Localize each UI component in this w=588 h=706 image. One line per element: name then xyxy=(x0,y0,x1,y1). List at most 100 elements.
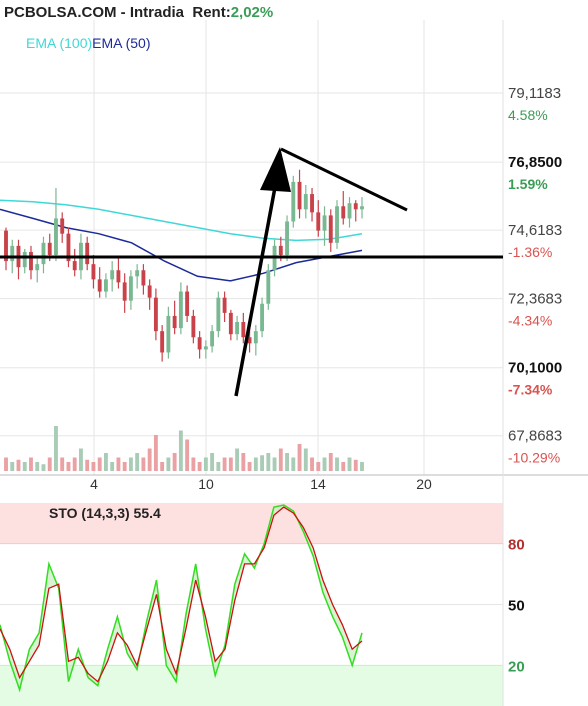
candle xyxy=(22,248,27,274)
candle xyxy=(97,267,102,298)
candle xyxy=(353,200,358,222)
candle xyxy=(235,315,240,341)
candle xyxy=(147,279,152,310)
resistance-trendline xyxy=(280,147,408,212)
volume-bar xyxy=(360,462,364,471)
volume-bar xyxy=(241,453,246,471)
volume-bar xyxy=(72,457,77,471)
candle xyxy=(216,291,221,338)
volume-bar xyxy=(35,462,40,471)
candle xyxy=(191,309,196,344)
volume-bar xyxy=(66,462,71,471)
candle xyxy=(291,175,296,228)
volume-bar xyxy=(22,462,27,471)
candle xyxy=(197,331,202,359)
volume-bar xyxy=(16,459,21,471)
volume-bar xyxy=(147,448,152,471)
change-tick: 4.58% xyxy=(508,107,548,123)
ema-legend: EMA (100)EMA (50) xyxy=(26,35,151,51)
volume-bar xyxy=(260,455,265,471)
candle xyxy=(85,236,90,271)
volume-bar xyxy=(185,439,190,471)
volume-bar xyxy=(103,453,108,471)
axis-labels: 79,1183 4.58% 76,8500 1.59% 74,6183 -1.36% 72,… xyxy=(90,85,562,492)
volume-bar xyxy=(210,453,215,471)
volume-bar xyxy=(247,462,252,471)
change-tick: -10.29% xyxy=(508,450,560,466)
volume-bar xyxy=(85,459,90,471)
price-tick: 76,8500 xyxy=(508,154,562,171)
candle xyxy=(54,187,58,262)
candle xyxy=(16,239,21,280)
breakout-arrow-shaft xyxy=(234,181,278,397)
candle xyxy=(303,184,308,219)
volume-bar xyxy=(316,462,321,471)
volume-bar xyxy=(216,462,221,471)
candle xyxy=(310,187,314,222)
candle xyxy=(360,197,364,219)
price-tick: 67,8683 xyxy=(508,428,562,445)
volume-bar xyxy=(291,457,296,471)
candlesticks xyxy=(4,169,364,362)
volume-bar xyxy=(47,457,52,471)
sto-tick-label: 50 xyxy=(508,598,525,615)
sto-tick-label: 20 xyxy=(508,658,525,675)
oversold-zone xyxy=(0,665,503,706)
volume-bar xyxy=(60,457,65,471)
candle xyxy=(91,255,96,289)
change-tick: -1.36% xyxy=(508,244,552,260)
candle xyxy=(328,209,333,252)
volume-bar xyxy=(91,462,96,471)
candle xyxy=(72,248,77,277)
price-tick: 70,1000 xyxy=(508,360,562,377)
candle xyxy=(29,245,33,280)
site-name: PCBOLSA.COM xyxy=(4,4,117,21)
volume-bar xyxy=(235,448,240,471)
x-tick-label: 4 xyxy=(90,476,98,492)
change-tick: -7.34% xyxy=(508,382,553,398)
x-tick-label: 14 xyxy=(310,476,326,492)
sto-d-line xyxy=(0,506,363,683)
volume-bar xyxy=(310,457,314,471)
volume-bar xyxy=(335,457,339,471)
candle xyxy=(203,340,208,359)
candle xyxy=(222,291,227,323)
volume-bar xyxy=(272,457,277,471)
volume-bar xyxy=(253,457,258,471)
volume-bar xyxy=(347,457,352,471)
candle xyxy=(341,191,346,225)
candle xyxy=(347,197,352,228)
candle xyxy=(116,258,121,289)
volume-bar xyxy=(266,453,271,471)
chart-title: PCBOLSA.COM - Intradia Rent:2,02% xyxy=(4,4,273,21)
volume-bar xyxy=(303,448,308,471)
candle xyxy=(103,273,108,298)
candle xyxy=(210,325,215,353)
rent-value: 2,02% xyxy=(230,4,274,21)
candle xyxy=(60,212,65,243)
breakout-arrow-head xyxy=(260,147,291,192)
volume-bar xyxy=(322,457,327,471)
volume-bar xyxy=(122,462,127,471)
candle xyxy=(153,288,158,341)
volume-bar xyxy=(328,453,333,471)
volume-bar xyxy=(135,453,140,471)
grid xyxy=(0,20,588,706)
candle xyxy=(228,309,233,341)
volume-bar xyxy=(153,435,158,471)
candle xyxy=(160,325,165,362)
volume-bar xyxy=(178,430,183,471)
volume-bar xyxy=(54,426,58,471)
volume-bar xyxy=(29,457,33,471)
candle xyxy=(35,258,40,283)
volume-bar xyxy=(278,448,283,471)
volume-bar xyxy=(285,453,289,471)
stochastic-oscillator: 80 50 20 xyxy=(0,504,525,693)
x-tick-label: 10 xyxy=(198,476,214,492)
legend-ema100: EMA (100) xyxy=(26,35,93,51)
ema100-line xyxy=(0,199,363,242)
title-separator: - xyxy=(120,4,126,21)
candle xyxy=(253,325,258,356)
volume-bar xyxy=(191,457,196,471)
change-tick: 1.59% xyxy=(508,176,548,192)
